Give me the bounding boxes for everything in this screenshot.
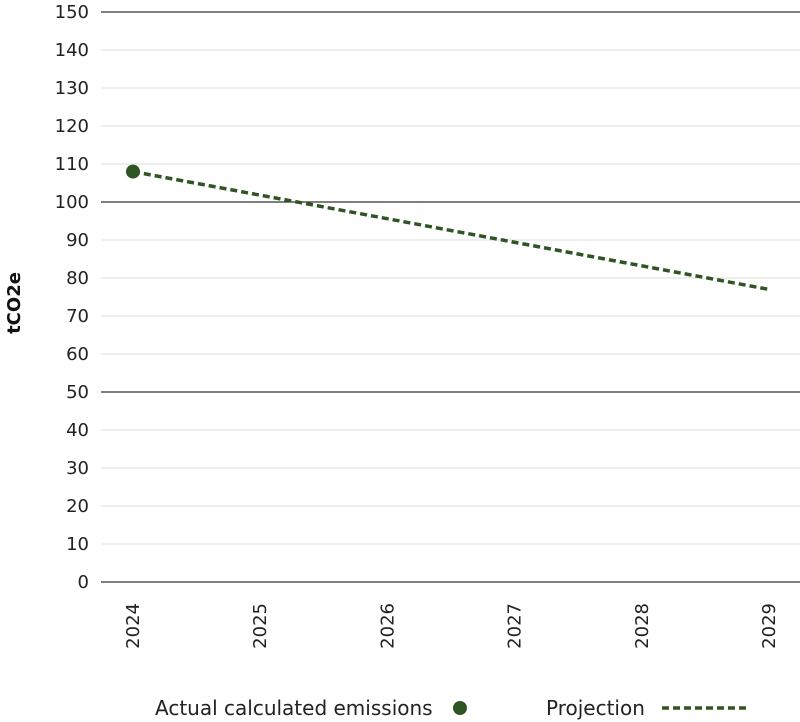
y-tick-label: 110: [55, 154, 89, 175]
y-tick-label: 150: [55, 2, 89, 23]
y-tick-label: 100: [55, 192, 89, 213]
y-tick-label: 0: [78, 572, 89, 593]
y-tick-label: 120: [55, 116, 89, 137]
y-tick-label: 140: [55, 40, 89, 61]
y-tick-label: 70: [66, 306, 89, 327]
y-tick-label: 10: [66, 534, 89, 555]
x-tick-label: 2028: [632, 603, 653, 649]
y-axis-label: tCO2e: [4, 272, 25, 334]
y-tick-label: 40: [66, 420, 89, 441]
projection-line: [132, 169, 770, 292]
y-tick-label: 30: [66, 458, 89, 479]
y-tick-label: 50: [66, 382, 89, 403]
y-axis-ticks: 0 10 20 30 40 50 60 70 80 90 100 110 120 130 140 150: [55, 2, 89, 593]
legend-label-projection: Projection: [546, 696, 645, 720]
y-tick-label: 60: [66, 344, 89, 365]
x-tick-label: 2026: [377, 603, 398, 649]
legend: Actual calculated emissions Projection: [155, 696, 748, 720]
gridlines: [101, 11, 800, 583]
x-axis-ticks: 2024 2025 2026 2027 2028 2029: [123, 603, 780, 649]
series: [126, 164, 770, 292]
x-tick-label: 2029: [759, 603, 780, 649]
x-tick-label: 2027: [505, 603, 526, 649]
y-tick-label: 20: [66, 496, 89, 517]
y-tick-label: 130: [55, 78, 89, 99]
y-tick-label: 90: [66, 230, 89, 251]
legend-label-actual: Actual calculated emissions: [155, 696, 433, 720]
x-tick-label: 2025: [250, 603, 271, 649]
legend-dot-icon: [453, 701, 467, 715]
x-tick-label: 2024: [123, 603, 144, 649]
y-tick-label: 80: [66, 268, 89, 289]
